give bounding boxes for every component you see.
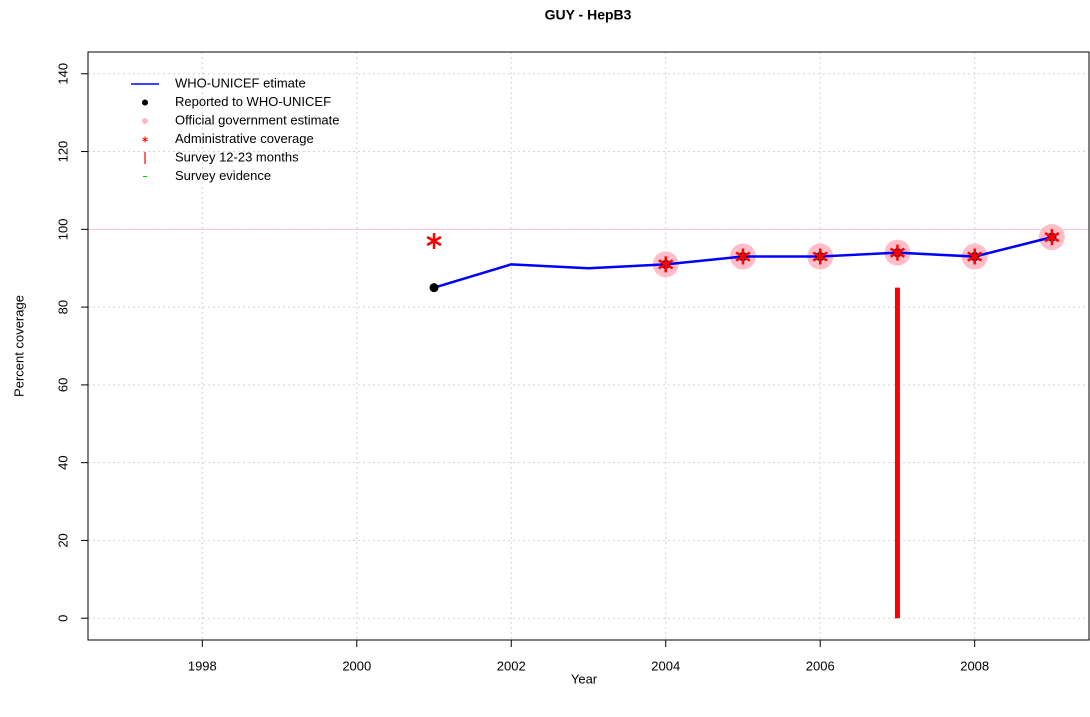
admin-point [658, 256, 674, 273]
y-tick-label: 20 [55, 533, 70, 547]
legend-symbol [142, 136, 148, 143]
y-tick-label: 0 [55, 615, 70, 622]
x-tick-label: 2008 [960, 658, 989, 673]
legend-label: Administrative coverage [175, 131, 314, 146]
plot-frame [87, 51, 1090, 641]
y-tick-label: 60 [55, 378, 70, 392]
legend-label: WHO-UNICEF etimate [175, 75, 306, 90]
y-tick-label: 120 [55, 141, 70, 163]
x-tick-label: 2002 [497, 658, 526, 673]
legend-label: Survey evidence [175, 168, 271, 183]
admin-point [889, 244, 906, 261]
reported-point [429, 283, 439, 293]
y-tick-label: 40 [55, 455, 70, 469]
y-tick-label: 140 [55, 63, 70, 85]
y-axis-label: Percent coverage [11, 295, 26, 397]
admin-point [1044, 229, 1060, 246]
admin-point [967, 248, 983, 265]
legend-symbol [142, 118, 148, 124]
chart-title: GUY - HepB3 [545, 7, 632, 23]
x-axis-label: Year [571, 671, 598, 686]
x-tick-label: 2004 [651, 658, 680, 673]
admin-point [426, 233, 442, 249]
y-tick-label: 80 [55, 300, 70, 314]
admin-point [812, 248, 828, 265]
x-tick-label: 2006 [806, 658, 835, 673]
legend-label: Reported to WHO-UNICEF [175, 94, 331, 109]
legend-label: Official government estimate [175, 112, 340, 127]
x-tick-label: 2000 [342, 658, 371, 673]
legend-label: Survey 12-23 months [175, 149, 299, 164]
y-tick-label: 100 [55, 218, 70, 240]
legend-symbol [142, 99, 148, 106]
x-tick-label: 1998 [188, 658, 217, 673]
admin-point [735, 248, 751, 265]
